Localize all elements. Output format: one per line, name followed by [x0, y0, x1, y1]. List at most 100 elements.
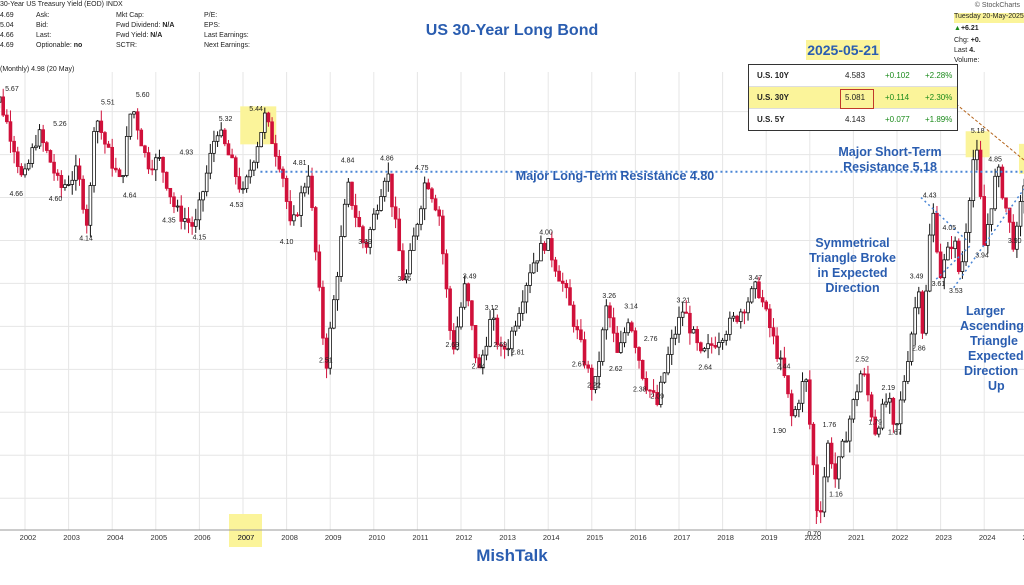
candle-body: [1007, 207, 1012, 223]
candle-body: [164, 171, 169, 189]
candle-body: [364, 242, 369, 248]
value-label: 4.10: [280, 239, 294, 246]
candle-body: [517, 312, 521, 327]
candle-body: [244, 176, 249, 190]
candle-body: [942, 259, 947, 279]
candle-body: [637, 347, 641, 361]
candle-body: [996, 166, 1001, 177]
candle-body: [361, 226, 365, 243]
candle-body: [5, 114, 9, 123]
candle-body: [608, 305, 612, 319]
x-tick-label: 2019: [761, 533, 778, 542]
candle-body: [128, 113, 133, 137]
candle-body: [45, 142, 49, 151]
candle-body: [600, 329, 605, 362]
candle-body: [55, 172, 60, 176]
candle-body: [927, 234, 932, 292]
candle-body: [357, 216, 362, 228]
candle-body: [88, 185, 93, 226]
candle-body: [724, 333, 729, 341]
candle-body: [48, 150, 53, 163]
candle-body: [844, 440, 848, 443]
yield-row-10y: U.S. 10Y 4.583 +0.102 +2.28%: [749, 65, 957, 87]
candle-body: [306, 175, 311, 188]
candle-body: [455, 326, 460, 350]
candle-body: [797, 402, 801, 410]
value-label: 1.76: [823, 422, 837, 429]
value-label: 1.67: [888, 430, 902, 437]
grid-layer: [0, 72, 1024, 530]
candle-body: [880, 403, 885, 429]
x-tick-label: 2017: [674, 533, 691, 542]
x-tick-label: 2025: [1022, 533, 1024, 542]
candle-body: [877, 427, 881, 435]
candle-body: [571, 304, 576, 327]
candle-body: [143, 145, 147, 154]
candle-body: [92, 131, 96, 186]
candle-body: [938, 251, 943, 279]
candle-body: [917, 291, 921, 309]
value-label: 4.35: [162, 217, 176, 224]
candle-body: [775, 335, 779, 360]
candle-body: [902, 380, 907, 401]
candle-body: [237, 176, 242, 190]
candle-body: [183, 218, 187, 222]
candle-body: [920, 291, 925, 334]
x-tick-label: 2015: [586, 533, 603, 542]
up-triangle-icon: ▲: [954, 25, 961, 32]
value-highlight-box: [840, 89, 874, 109]
candle-body: [669, 337, 674, 355]
annotation-long-term-resistance: Major Long-Term Resistance 4.80: [515, 169, 715, 183]
candle-body: [81, 178, 85, 210]
value-label: 3.89: [358, 239, 372, 246]
value-label: 3.49: [463, 273, 477, 280]
candle-body: [441, 215, 445, 255]
candle-body: [426, 182, 431, 190]
value-label: 3.49: [910, 273, 924, 280]
candle-body: [967, 200, 972, 233]
candle-body: [611, 317, 616, 334]
candle-body: [480, 354, 485, 369]
candle-body: [728, 317, 732, 335]
value-label: 2.64: [698, 364, 712, 371]
candle-body: [353, 205, 358, 218]
candle-body: [339, 236, 343, 277]
candle-body: [270, 121, 274, 144]
value-label: 2.38: [633, 387, 647, 394]
trend-lines: [260, 103, 1024, 289]
candle-body: [866, 373, 870, 396]
candle-body: [713, 345, 718, 348]
candle-body: [557, 270, 561, 282]
candle-body: [415, 223, 420, 237]
value-label: 2.09: [650, 394, 664, 401]
candle-body: [898, 399, 903, 425]
chart-symbol-title: 30-Year US Treasury Yield (EOD) INDX: [0, 1, 123, 8]
annotation-ascending-triangle: Larger Ascending Triangle Expected Direc…: [960, 304, 1024, 393]
candle-body: [193, 219, 198, 227]
candle-body: [655, 391, 659, 405]
candle-body: [847, 418, 852, 442]
candle-body: [568, 287, 572, 306]
candle-body: [332, 299, 336, 329]
value-label: 4.14: [79, 235, 93, 242]
value-label: 4.85: [988, 156, 1002, 163]
x-tick-label: 2006: [194, 533, 211, 542]
chart-title: US 30-Year Long Bond: [425, 22, 599, 39]
value-label: 3.61: [932, 281, 946, 288]
candle-body: [539, 242, 543, 262]
candle-body: [1000, 166, 1005, 199]
candle-body: [800, 381, 805, 404]
candle-body: [808, 379, 812, 425]
candle-body: [1022, 185, 1024, 202]
candle-body: [135, 111, 140, 131]
candle-body: [161, 156, 165, 173]
candle-body: [175, 205, 180, 208]
candle-body: [230, 154, 234, 159]
candle-body: [451, 330, 456, 350]
candle-body: [197, 199, 202, 221]
value-label: 2.44: [472, 364, 486, 371]
annotation-short-term-resistance: Major Short-Term Resistance 5.18: [838, 145, 942, 174]
candle-body: [8, 121, 13, 142]
value-label: 4.66: [9, 191, 23, 198]
value-label: 5.51: [101, 100, 115, 107]
